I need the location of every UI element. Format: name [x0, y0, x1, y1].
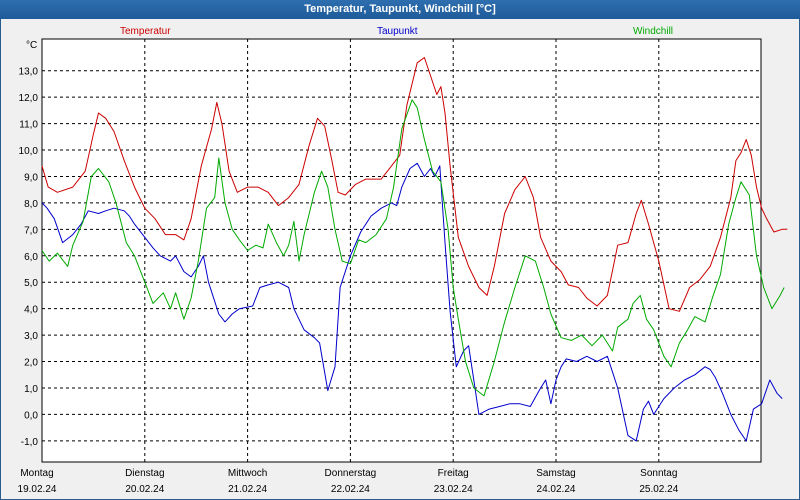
- x-tick-weekday: Freitag: [438, 468, 469, 479]
- series-line-temperatur: [41, 57, 788, 312]
- y-tick-label: 13,0: [19, 67, 39, 78]
- x-tick-date: 24.02.24: [537, 484, 576, 495]
- x-tick-date: 20.02.24: [125, 484, 164, 495]
- legend-temperatur: Temperatur: [120, 26, 171, 37]
- x-tick-date: 23.02.24: [434, 484, 473, 495]
- y-tick-label: 3,0: [24, 331, 38, 342]
- x-tick-date: 19.02.24: [18, 484, 57, 495]
- y-tick-label: 2,0: [24, 358, 38, 369]
- y-tick-label: 7,0: [24, 225, 38, 236]
- x-tick-weekday: Montag: [20, 468, 53, 479]
- chart-title: Temperatur, Taupunkt, Windchill [°C]: [0, 0, 800, 19]
- plot-area: [41, 38, 762, 463]
- y-tick-label: 11,0: [19, 120, 38, 131]
- x-tick-weekday: Dienstag: [125, 468, 164, 479]
- y-tick-label: 0,0: [24, 410, 38, 421]
- y-tick-label: 8,0: [24, 199, 38, 210]
- legend-taupunkt: Taupunkt: [377, 26, 418, 37]
- y-tick-label: 9,0: [24, 172, 38, 183]
- y-axis-unit: °C: [26, 40, 37, 51]
- x-tick-date: 22.02.24: [331, 484, 370, 495]
- y-tick-label: -1,0: [21, 437, 39, 448]
- series-line-taupunkt: [41, 162, 783, 442]
- x-tick-date: 25.02.24: [639, 484, 678, 495]
- series-line-windchill: [41, 99, 785, 397]
- y-tick-label: 1,0: [24, 384, 38, 395]
- x-tick-weekday: Sonntag: [640, 468, 677, 479]
- x-tick-weekday: Donnerstag: [325, 468, 377, 479]
- y-tick-label: 4,0: [24, 305, 38, 316]
- y-tick-label: 5,0: [24, 278, 38, 289]
- y-tick-label: 12,0: [19, 93, 39, 104]
- x-tick-date: 21.02.24: [228, 484, 267, 495]
- x-tick-weekday: Mittwoch: [228, 468, 267, 479]
- y-tick-label: 10,0: [19, 146, 39, 157]
- x-tick-weekday: Samstag: [536, 468, 575, 479]
- legend-windchill: Windchill: [633, 26, 673, 37]
- y-tick-label: 6,0: [24, 252, 38, 263]
